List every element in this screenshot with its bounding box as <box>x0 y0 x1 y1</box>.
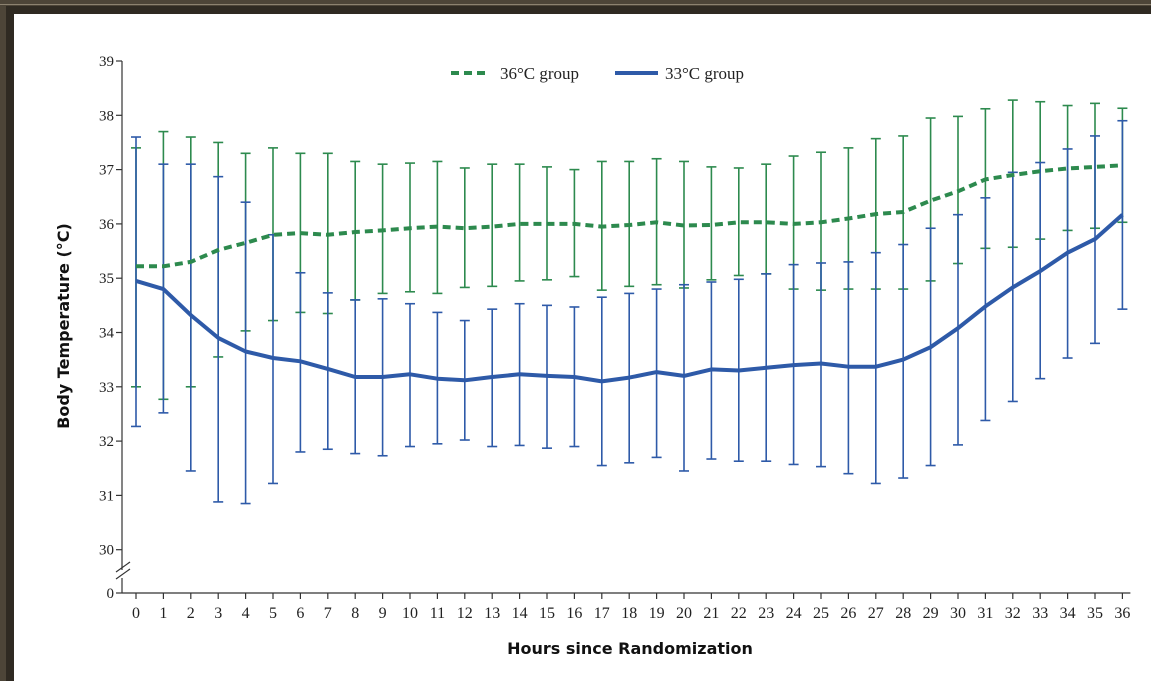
x-tick-label: 0 <box>132 605 140 622</box>
legend-label-36c: 36°C group <box>500 64 579 83</box>
x-tick-label: 3 <box>214 605 222 622</box>
x-tick-label: 2 <box>187 605 195 622</box>
legend-label-33c: 33°C group <box>665 64 744 83</box>
y-tick-label: 33 <box>99 380 114 396</box>
x-tick-label: 19 <box>649 605 665 622</box>
x-tick-label: 13 <box>484 605 500 622</box>
axis-break-mark <box>115 568 131 580</box>
x-tick-label: 24 <box>786 605 802 622</box>
series-line-33c <box>135 213 1124 384</box>
x-tick-label: 33 <box>1032 605 1048 622</box>
x-tick-label: 23 <box>758 605 774 622</box>
x-tick-label: 32 <box>1005 605 1021 622</box>
x-tick-label: 25 <box>813 605 829 622</box>
x-tick-label: 8 <box>351 605 359 622</box>
x-tick-label: 9 <box>379 605 387 622</box>
x-tick-label: 27 <box>868 605 884 622</box>
x-tick-label: 17 <box>594 605 610 622</box>
x-tick-label: 7 <box>324 605 332 622</box>
x-tick-label: 6 <box>296 605 304 622</box>
x-axis-label: Hours since Randomization <box>507 639 753 658</box>
top-border-line <box>0 4 1151 5</box>
x-tick-label: 15 <box>539 605 555 622</box>
x-tick-label: 16 <box>566 605 582 622</box>
x-tick-label: 1 <box>159 605 167 622</box>
x-tick-label: 18 <box>621 605 637 622</box>
y-tick-label: 0 <box>107 586 115 602</box>
x-tick-label: 21 <box>703 605 719 622</box>
y-tick-label: 34 <box>99 326 115 342</box>
y-tick-label: 31 <box>99 488 114 504</box>
x-tick-label: 26 <box>840 605 856 622</box>
chart-panel <box>14 14 1151 681</box>
x-tick-label: 11 <box>430 605 445 622</box>
x-tick-label: 22 <box>731 605 747 622</box>
y-tick-label: 39 <box>99 54 114 70</box>
axis-break-mark <box>115 561 131 573</box>
x-tick-label: 20 <box>676 605 692 622</box>
series-line-36c <box>136 163 1123 269</box>
y-tick-label: 32 <box>99 434 114 450</box>
y-tick-label: 30 <box>99 543 114 559</box>
x-tick-label: 31 <box>977 605 993 622</box>
y-axis-label: Body Temperature (°C) <box>54 223 73 429</box>
legend: 36°C group 33°C group <box>451 64 744 83</box>
x-tick-label: 14 <box>512 605 528 622</box>
x-tick-label: 4 <box>242 605 250 622</box>
y-tick-label: 38 <box>99 108 114 124</box>
x-tick-label: 34 <box>1060 605 1076 622</box>
x-tick-label: 36 <box>1114 605 1130 622</box>
y-tick-label: 36 <box>99 217 115 233</box>
y-tick-label: 37 <box>99 163 115 179</box>
y-tick-label: 35 <box>99 271 114 287</box>
x-tick-label: 12 <box>457 605 473 622</box>
x-tick-label: 10 <box>402 605 418 622</box>
x-tick-label: 29 <box>923 605 939 622</box>
x-tick-label: 28 <box>895 605 911 622</box>
x-tick-label: 30 <box>950 605 966 622</box>
series-group <box>131 99 1128 505</box>
x-tick-label: 5 <box>269 605 277 622</box>
x-tick-label: 35 <box>1087 605 1103 622</box>
